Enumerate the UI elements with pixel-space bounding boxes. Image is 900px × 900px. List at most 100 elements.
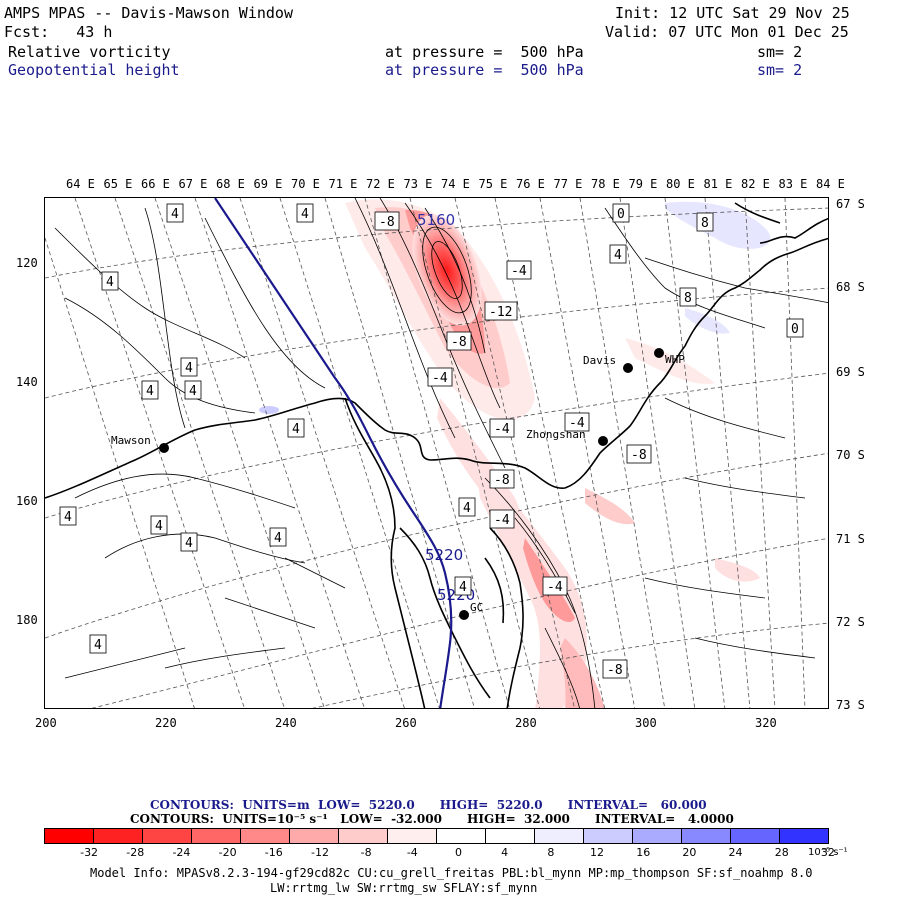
vorticity-label: 4: [155, 519, 163, 534]
colorbar-tick-label: -12: [310, 846, 329, 859]
longitude-label: 77 E: [553, 177, 583, 191]
vorticity-label: 4: [463, 501, 471, 516]
longitude-label: 78 E: [591, 177, 620, 191]
mawson-marker[interactable]: [159, 443, 169, 453]
model-info-line2: LW:rrtmg_lw SW:rrtmg_sw SFLAY:sf_mynn: [270, 881, 538, 895]
longitude-label: 69 E: [253, 177, 283, 191]
longitude-label: 75 E: [478, 177, 508, 191]
longitude-label: 76 E: [516, 177, 545, 191]
colorbar-tick-label: -20: [218, 846, 237, 859]
longitude-label: 79 E: [628, 177, 658, 191]
vorticity-label-box: [427, 367, 453, 387]
x-axis-label: 260: [395, 716, 417, 730]
model-info-line1: Model Info: MPASv8.2.3-194-gf29cd82c CU:…: [90, 866, 813, 880]
vorticity-label-box: [786, 318, 804, 338]
vorticity-label-box: [484, 301, 518, 321]
longitude-label: 67 E: [178, 177, 208, 191]
vorticity-label-box: [564, 412, 590, 432]
vorticity-label-box: [141, 380, 159, 400]
colorbar-tick-label: 32: [820, 846, 835, 859]
vorticity-label-box: [602, 659, 628, 679]
longitude-label: 66 E: [141, 177, 170, 191]
vorticity-label: 4: [614, 248, 622, 263]
station-markers: [159, 348, 664, 620]
colorbar-swatch: [45, 829, 94, 843]
geopotential-height-contour: [214, 198, 453, 708]
station-labels: Mawson Davis WHP Zhongshan GC: [111, 353, 685, 614]
vorticity-label-box: [612, 203, 630, 223]
colorbar-swatch: [241, 829, 290, 843]
gc-marker[interactable]: [459, 610, 469, 620]
vorticity-label-box: [679, 287, 697, 307]
y-axis-label: 120: [16, 256, 38, 270]
zhongshan-marker[interactable]: [598, 436, 608, 446]
colorbar-swatch: [94, 829, 143, 843]
colorbar-tick-label: -28: [126, 846, 145, 859]
latitude-label: 71 S: [836, 532, 865, 546]
vorticity-label: 4: [459, 580, 467, 595]
vorticity-label: 0: [617, 207, 625, 222]
vorticity-label: 4: [292, 422, 300, 437]
vorticity-label: 0: [791, 322, 799, 337]
vorticity-label: -8: [451, 335, 467, 350]
vorticity-label-box: [101, 271, 119, 291]
vorticity-label-box: [542, 576, 568, 596]
vorticity-label: -4: [432, 371, 448, 386]
longitude-label: 70 E: [291, 177, 320, 191]
latitude-label: 73 S: [836, 698, 865, 712]
x-axis-label: 220: [155, 716, 177, 730]
map-title: AMPS MPAS -- Davis-Mawson Window: [4, 4, 293, 22]
y-axis-label: 180: [16, 613, 38, 627]
colorbar-swatch: [731, 829, 780, 843]
coastline: [45, 202, 828, 708]
vorticity-label-box: [609, 244, 627, 264]
vorticity-label: 4: [106, 275, 114, 290]
longitude-label: 82 E: [741, 177, 770, 191]
vorticity-label: 8: [701, 216, 709, 231]
vorticity-label: 4: [146, 384, 154, 399]
vorticity-label: -8: [494, 473, 510, 488]
latitude-label: 67 S: [836, 197, 865, 211]
vorticity-label-box: [506, 260, 532, 280]
latitude-label: 68 S: [836, 280, 865, 294]
vorticity-label-box: [626, 444, 652, 464]
whp-marker[interactable]: [654, 348, 664, 358]
colorbar-swatch: [633, 829, 682, 843]
latitude-label: 70 S: [836, 448, 865, 462]
longitude-label: 72 E: [366, 177, 395, 191]
map-plot[interactable]: Mawson Davis WHP Zhongshan GC 5220 5220 …: [44, 197, 829, 709]
vorticity-label: 4: [189, 384, 197, 399]
vorticity-label: 4: [64, 510, 72, 525]
vorticity-label-box: [489, 418, 515, 438]
colorbar-tick-label: -32: [80, 846, 99, 859]
station-label-gc: GC: [470, 601, 483, 614]
colorbar-swatch: [290, 829, 339, 843]
x-axis-label: 280: [515, 716, 537, 730]
contours-vorticity-info: CONTOURS: UNITS=10⁻⁵ s⁻¹ LOW= -32.000 HI…: [130, 812, 734, 826]
colorbar-tick-label: 16: [636, 846, 651, 859]
y-axis-label: 140: [16, 375, 38, 389]
valid-time: Valid: 07 UTC Mon 01 Dec 25: [605, 23, 849, 41]
field2-name: Geopotential height: [8, 61, 180, 79]
vorticity-label: 4: [185, 536, 193, 551]
vorticity-label-box: [59, 506, 77, 526]
colorbar-tick-label: -4: [406, 846, 418, 859]
colorbar-tick-label: 12: [590, 846, 605, 859]
colorbar-swatch: [339, 829, 388, 843]
vorticity-label: -8: [379, 215, 395, 230]
vorticity-label: 8: [684, 291, 692, 306]
vorticity-label: -8: [631, 448, 647, 463]
davis-marker[interactable]: [623, 363, 633, 373]
field2-level: at pressure = 500 hPa: [385, 61, 584, 79]
colorbar-tick-label: -8: [360, 846, 372, 859]
vorticity-label: 4: [185, 361, 193, 376]
colorbar-units: 10⁻⁵ s⁻¹: [808, 847, 848, 858]
y-axis-label: 160: [16, 494, 38, 508]
vorticity-label-box: [296, 203, 314, 223]
longitude-label: 73 E: [403, 177, 433, 191]
vorticity-label: 4: [301, 207, 309, 222]
vorticity-label-box: [287, 418, 305, 438]
colorbar-swatch: [682, 829, 731, 843]
x-axis-label: 300: [635, 716, 657, 730]
vorticity-label-box: [458, 497, 476, 517]
